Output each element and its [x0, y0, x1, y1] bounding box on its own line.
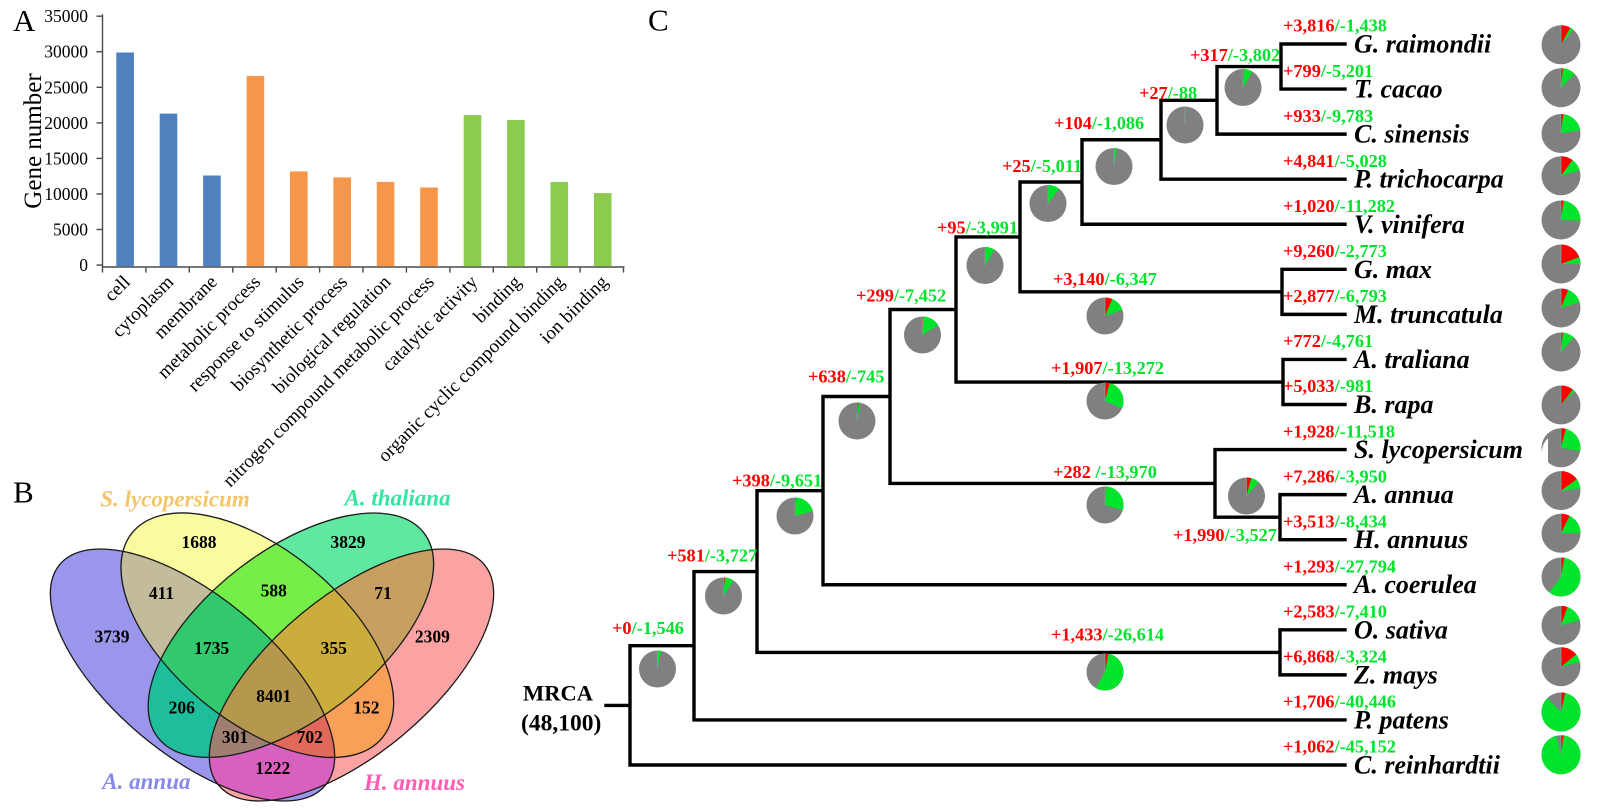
svg-text:+7,286/-3,950: +7,286/-3,950: [1283, 466, 1387, 486]
svg-text:B: B: [13, 475, 34, 510]
svg-text:3829: 3829: [331, 532, 366, 552]
svg-text:S. lycopersicum: S. lycopersicum: [1354, 435, 1523, 464]
svg-text:C: C: [648, 3, 669, 38]
svg-text:+4,841/-5,028: +4,841/-5,028: [1283, 151, 1387, 171]
svg-text:H. annuus: H. annuus: [1353, 525, 1468, 554]
svg-text:8401: 8401: [256, 686, 291, 706]
svg-text:+282 /-13,970: +282 /-13,970: [1053, 462, 1157, 482]
svg-text:B. rapa: B. rapa: [1353, 390, 1433, 419]
svg-text:+9,260/-2,773: +9,260/-2,773: [1283, 241, 1387, 261]
svg-text:35000: 35000: [44, 6, 88, 26]
svg-text:+6,868/-3,324: +6,868/-3,324: [1283, 647, 1387, 667]
svg-text:1735: 1735: [194, 638, 229, 658]
svg-text:+1,990/-3,527: +1,990/-3,527: [1173, 525, 1277, 545]
svg-text:A. thaliana: A. thaliana: [343, 486, 451, 511]
svg-text:5000: 5000: [53, 220, 88, 240]
svg-text:152: 152: [353, 698, 379, 718]
svg-text:3739: 3739: [95, 626, 130, 646]
svg-text:C. reinhardtii: C. reinhardtii: [1354, 751, 1501, 780]
svg-text:0: 0: [79, 255, 88, 275]
svg-text:A. traliana: A. traliana: [1352, 345, 1470, 374]
svg-text:+0/-1,546: +0/-1,546: [612, 618, 684, 638]
svg-text:C. sinensis: C. sinensis: [1354, 120, 1470, 149]
svg-text:A. coerulea: A. coerulea: [1352, 570, 1477, 599]
svg-text:+1,293/-27,794: +1,293/-27,794: [1283, 557, 1396, 577]
svg-text:355: 355: [321, 638, 348, 658]
svg-text:G. raimondii: G. raimondii: [1354, 30, 1492, 59]
svg-text:+2,583/-7,410: +2,583/-7,410: [1283, 602, 1387, 622]
svg-text:+27/-88: +27/-88: [1139, 83, 1197, 103]
svg-text:+1,433/-26,614: +1,433/-26,614: [1051, 625, 1164, 645]
svg-text:H. annuus: H. annuus: [363, 770, 465, 795]
svg-text:O. sativa: O. sativa: [1354, 615, 1448, 644]
svg-text:A: A: [13, 3, 36, 38]
svg-text:20000: 20000: [44, 113, 88, 133]
svg-text:+3,816/-1,438: +3,816/-1,438: [1283, 16, 1387, 36]
svg-text:A. annua: A. annua: [100, 769, 190, 794]
svg-text:+3,513/-8,434: +3,513/-8,434: [1283, 511, 1387, 531]
svg-text:1222: 1222: [255, 758, 290, 778]
svg-text:T. cacao: T. cacao: [1354, 75, 1443, 104]
svg-text:+1,062/-45,152: +1,062/-45,152: [1283, 737, 1396, 757]
svg-text:A. annua: A. annua: [1352, 480, 1454, 509]
svg-text:+772/-4,761: +772/-4,761: [1283, 331, 1373, 351]
svg-text:15000: 15000: [44, 148, 88, 168]
svg-text:+799/-5,201: +799/-5,201: [1283, 61, 1373, 81]
svg-text:+95/-3,991: +95/-3,991: [937, 218, 1018, 238]
svg-text:2309: 2309: [415, 626, 450, 646]
svg-text:1688: 1688: [182, 532, 217, 552]
svg-text:S. lycopersicum: S. lycopersicum: [100, 487, 250, 512]
svg-text:+581/-3,727: +581/-3,727: [667, 546, 757, 566]
svg-text:411: 411: [149, 583, 174, 603]
svg-text:Gene number: Gene number: [20, 73, 47, 209]
svg-text:+2,877/-6,793: +2,877/-6,793: [1283, 286, 1387, 306]
svg-text:206: 206: [169, 698, 196, 718]
svg-text:G. max: G. max: [1354, 255, 1432, 284]
svg-text:P. patens: P. patens: [1353, 705, 1449, 734]
svg-text:+25/-5,011: +25/-5,011: [1002, 156, 1082, 176]
svg-text:M. truncatula: M. truncatula: [1353, 300, 1503, 329]
svg-text:+1,907/-13,272: +1,907/-13,272: [1051, 358, 1164, 378]
svg-text:+299/-7,452: +299/-7,452: [856, 286, 946, 306]
svg-text:(48,100): (48,100): [521, 711, 601, 737]
svg-text:Z. mays: Z. mays: [1353, 660, 1438, 689]
svg-text:+3,140/-6,347: +3,140/-6,347: [1053, 269, 1157, 289]
svg-text:10000: 10000: [44, 184, 88, 204]
svg-text:+933/-9,783: +933/-9,783: [1283, 106, 1373, 126]
svg-text:301: 301: [222, 727, 248, 747]
svg-text:588: 588: [261, 580, 288, 600]
svg-text:V. vinifera: V. vinifera: [1354, 210, 1465, 239]
svg-text:MRCA: MRCA: [523, 681, 594, 706]
svg-text:+1,020/-11,282: +1,020/-11,282: [1283, 196, 1395, 216]
svg-text:+317/-3,802: +317/-3,802: [1190, 45, 1280, 65]
svg-text:P. trichocarpa: P. trichocarpa: [1353, 165, 1504, 194]
svg-text:+398/-9,651: +398/-9,651: [732, 471, 822, 491]
svg-text:702: 702: [297, 727, 323, 747]
svg-text:+1,706/-40,446: +1,706/-40,446: [1283, 692, 1396, 712]
svg-text:+5,033/-981: +5,033/-981: [1283, 376, 1373, 396]
svg-text:+1,928/-11,518: +1,928/-11,518: [1283, 421, 1395, 441]
svg-text:30000: 30000: [44, 42, 88, 62]
svg-text:+104/-1,086: +104/-1,086: [1054, 113, 1144, 133]
svg-text:71: 71: [374, 583, 392, 603]
svg-text:+638/-745: +638/-745: [808, 367, 884, 387]
svg-text:25000: 25000: [44, 77, 88, 97]
